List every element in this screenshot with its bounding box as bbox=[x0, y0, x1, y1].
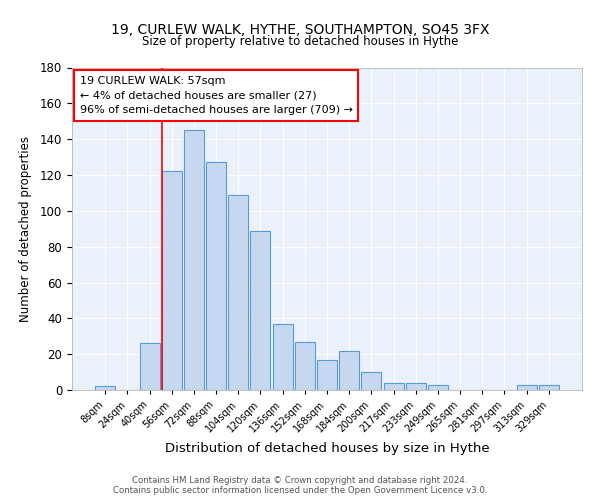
Bar bbox=[539, 384, 559, 390]
Bar bbox=[250, 230, 271, 390]
Text: 19 CURLEW WALK: 57sqm
← 4% of detached houses are smaller (27)
96% of semi-detac: 19 CURLEW WALK: 57sqm ← 4% of detached h… bbox=[80, 76, 353, 115]
Bar bbox=[206, 162, 226, 390]
Bar bbox=[428, 384, 448, 390]
Bar bbox=[272, 324, 293, 390]
Bar bbox=[95, 386, 115, 390]
Y-axis label: Number of detached properties: Number of detached properties bbox=[19, 136, 32, 322]
Bar bbox=[361, 372, 382, 390]
Bar bbox=[295, 342, 315, 390]
Bar bbox=[184, 130, 204, 390]
X-axis label: Distribution of detached houses by size in Hythe: Distribution of detached houses by size … bbox=[164, 442, 490, 456]
Bar bbox=[228, 194, 248, 390]
Bar bbox=[383, 383, 404, 390]
Bar bbox=[517, 384, 536, 390]
Text: 19, CURLEW WALK, HYTHE, SOUTHAMPTON, SO45 3FX: 19, CURLEW WALK, HYTHE, SOUTHAMPTON, SO4… bbox=[111, 22, 489, 36]
Bar bbox=[317, 360, 337, 390]
Text: Contains public sector information licensed under the Open Government Licence v3: Contains public sector information licen… bbox=[113, 486, 487, 495]
Bar bbox=[406, 383, 426, 390]
Text: Size of property relative to detached houses in Hythe: Size of property relative to detached ho… bbox=[142, 35, 458, 48]
Bar bbox=[339, 350, 359, 390]
Bar bbox=[140, 344, 160, 390]
Bar bbox=[162, 172, 182, 390]
Text: Contains HM Land Registry data © Crown copyright and database right 2024.: Contains HM Land Registry data © Crown c… bbox=[132, 476, 468, 485]
